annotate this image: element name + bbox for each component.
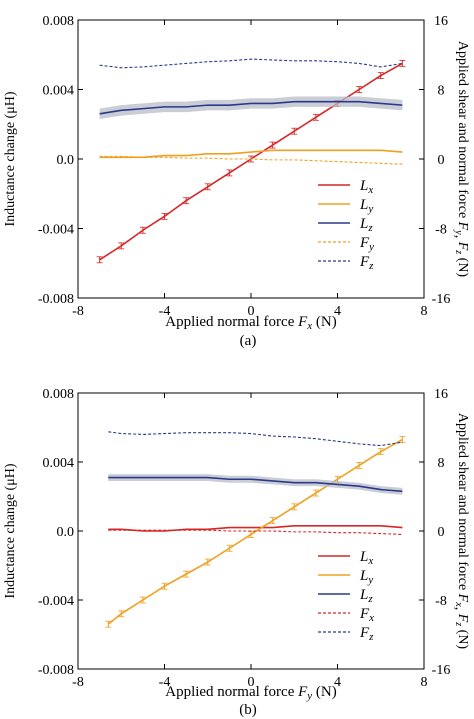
y2-axis-label: Applied shear and normal force Fx, Fz (N… <box>452 413 470 650</box>
x-axis-label: Applied normal force Fx (N) <box>165 314 337 332</box>
y2-tick-label: -16 <box>432 663 451 678</box>
series-fx-line <box>108 529 403 535</box>
y2-tick-label: 0 <box>438 525 445 540</box>
legend-label-fx: Fx <box>359 606 374 624</box>
y2-tick-label: 16 <box>434 387 448 402</box>
series-lz-line <box>99 100 403 115</box>
legend-label-fy: Fy <box>359 235 374 253</box>
x-tick-label: 4 <box>334 675 341 690</box>
y2-tick-label: 0 <box>438 153 445 168</box>
x-tick-label: 8 <box>421 304 428 319</box>
series-lx-line <box>108 525 403 532</box>
legend-label-ly: Ly <box>359 197 373 215</box>
legend-label-lx: Lx <box>359 178 373 196</box>
series-lz-band <box>108 474 403 495</box>
y-tick-label: 0.004 <box>43 456 75 471</box>
y2-tick-label: 8 <box>438 84 445 99</box>
y2-tick-label: -8 <box>435 223 447 238</box>
series-lz-line <box>108 476 403 493</box>
series-fz-line <box>108 431 403 447</box>
panel-b: -8 -4 0 4 8 -0.008 -0.004 0.0 0.004 0.008 -16 -8 0 8 1… <box>3 387 470 718</box>
legend-label-ly: Ly <box>359 568 373 586</box>
y-axis-label: Inductance change (μH) <box>3 91 18 226</box>
series-ly-line <box>107 438 403 625</box>
x-tick-label: -4 <box>159 304 171 319</box>
y2-tick-label: -16 <box>432 292 451 307</box>
legend-label-lx: Lx <box>359 549 373 567</box>
legend-label-lz: Lz <box>359 587 373 605</box>
series-ly-line <box>99 149 403 159</box>
legend-label-lz: Lz <box>359 216 373 234</box>
panel-a: -8 -4 0 4 8 -0.008 -0.004 0.0 0.004 0.008 -16 -8 0 8 1… <box>3 14 470 349</box>
y-tick-label: 0.004 <box>43 84 75 99</box>
x-axis-label: Applied normal force Fy (N) <box>165 684 337 702</box>
x-tick-label: -8 <box>72 304 84 319</box>
x-tick-label: 8 <box>421 675 428 690</box>
y-tick-label: 0.0 <box>57 153 75 168</box>
y-tick-label: -0.008 <box>38 663 74 678</box>
y2-tick-label: 8 <box>438 456 445 471</box>
y-tick-label: 0.0 <box>57 525 75 540</box>
panel-caption: (a) <box>240 333 257 349</box>
y-tick-label: -0.008 <box>38 292 74 307</box>
panel-caption: (b) <box>239 702 257 718</box>
x-tick-label: 4 <box>334 304 341 319</box>
series-fy-line <box>99 155 403 165</box>
y-axis-label: Inductance change (μH) <box>3 463 18 598</box>
x-tick-label: 0 <box>248 675 255 690</box>
y-tick-label: 0.008 <box>43 387 75 402</box>
legend-label-fz: Fz <box>359 254 374 272</box>
series-fz-line <box>99 58 403 69</box>
x-tick-label: 0 <box>248 304 255 319</box>
x-tick-label: -4 <box>159 675 171 690</box>
y-tick-label: -0.004 <box>38 223 74 238</box>
y2-tick-label: 16 <box>434 14 448 29</box>
legend-label-fz: Fz <box>359 625 374 643</box>
y2-tick-label: -8 <box>435 594 447 609</box>
y-tick-label: 0.008 <box>43 14 75 29</box>
y2-axis-label: Applied shear and normal force Fy, Fz (N… <box>452 41 470 278</box>
x-tick-label: -8 <box>72 675 84 690</box>
y-tick-label: -0.004 <box>38 594 74 609</box>
